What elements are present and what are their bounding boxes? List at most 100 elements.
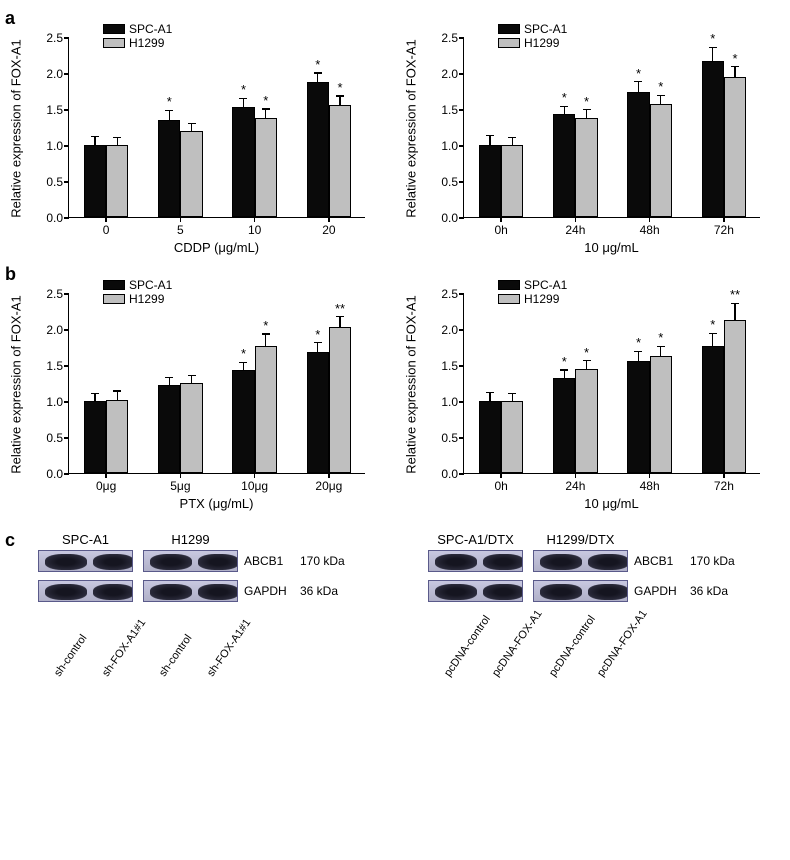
xtick-label: 48h bbox=[640, 473, 660, 493]
legend-swatch bbox=[103, 280, 125, 290]
significance-marker: * bbox=[584, 94, 589, 109]
ytick-label: 2.5 bbox=[441, 31, 464, 45]
bar bbox=[158, 385, 180, 473]
blot-group-title: SPC-A1/DTX bbox=[428, 532, 523, 547]
plot-area: 0.00.51.01.52.02.50h24h**48h**72h** bbox=[463, 38, 760, 218]
significance-marker: * bbox=[636, 335, 641, 350]
bar bbox=[180, 383, 202, 473]
bar bbox=[724, 77, 746, 217]
plot-area: 0.00.51.01.52.02.50μg5μg10μg**20μg*** bbox=[68, 294, 365, 474]
bar bbox=[575, 369, 597, 473]
xtick-label: 24h bbox=[565, 473, 585, 493]
lane-label: pcDNA-control bbox=[547, 613, 598, 678]
lane-label: sh-control bbox=[52, 632, 90, 678]
significance-marker: * bbox=[241, 346, 246, 361]
bar bbox=[724, 320, 746, 473]
lane-label: pcDNA-control bbox=[442, 613, 493, 678]
significance-marker: ** bbox=[730, 287, 740, 302]
xtick-label: 72h bbox=[714, 217, 734, 237]
bar bbox=[501, 145, 523, 217]
legend: SPC-A1H1299 bbox=[498, 278, 567, 306]
xtick-label: 10μg bbox=[241, 473, 268, 493]
legend-swatch bbox=[498, 280, 520, 290]
xtick-label: 5μg bbox=[170, 473, 190, 493]
bar bbox=[501, 401, 523, 473]
bar bbox=[650, 356, 672, 473]
legend-swatch bbox=[103, 24, 125, 34]
blot-band bbox=[428, 550, 523, 572]
legend: SPC-A1H1299 bbox=[498, 22, 567, 50]
x-axis-label: PTX (μg/mL) bbox=[180, 496, 254, 511]
legend-swatch bbox=[103, 38, 125, 48]
blot-band bbox=[38, 550, 133, 572]
blot-group-title: SPC-A1 bbox=[38, 532, 133, 547]
bar bbox=[180, 131, 202, 217]
blot-size-label: 36 kDa bbox=[690, 584, 728, 598]
ytick-label: 1.0 bbox=[441, 139, 464, 153]
ytick-label: 1.0 bbox=[441, 395, 464, 409]
ytick-label: 1.5 bbox=[441, 103, 464, 117]
ytick-label: 0.5 bbox=[441, 431, 464, 445]
ytick-label: 2.0 bbox=[46, 67, 69, 81]
ytick-label: 2.5 bbox=[46, 31, 69, 45]
x-axis-label: CDDP (μg/mL) bbox=[174, 240, 259, 255]
bar bbox=[627, 92, 649, 217]
ytick-label: 0.0 bbox=[441, 211, 464, 225]
bar bbox=[255, 346, 277, 473]
bar bbox=[307, 352, 329, 473]
ytick-label: 2.0 bbox=[46, 323, 69, 337]
bar bbox=[553, 378, 575, 473]
plot-area: 0.00.51.01.52.02.50h24h**48h**72h*** bbox=[463, 294, 760, 474]
xtick-label: 5 bbox=[177, 217, 184, 237]
bar bbox=[307, 82, 329, 217]
ytick-label: 1.0 bbox=[46, 139, 69, 153]
xtick-label: 20 bbox=[322, 217, 335, 237]
blot-row-label: GAPDH bbox=[244, 584, 287, 598]
row-b: b 0.00.51.01.52.02.50μg5μg10μg**20μg***R… bbox=[10, 276, 780, 514]
legend-swatch bbox=[103, 294, 125, 304]
legend-swatch bbox=[498, 294, 520, 304]
blot-size-label: 36 kDa bbox=[300, 584, 338, 598]
blot-row-label: ABCB1 bbox=[244, 554, 283, 568]
x-axis-label: 10 μg/mL bbox=[584, 496, 638, 511]
ytick-label: 0.5 bbox=[441, 175, 464, 189]
chart-b1-wrap: b 0.00.51.01.52.02.50μg5μg10μg**20μg***R… bbox=[10, 276, 375, 514]
lane-label: sh-FOX-A1#1 bbox=[205, 617, 253, 679]
chart: 0.00.51.01.52.02.50μg5μg10μg**20μg***Rel… bbox=[10, 276, 375, 514]
ytick-label: 0.5 bbox=[46, 431, 69, 445]
blot-group-title: H1299/DTX bbox=[533, 532, 628, 547]
blot-band bbox=[143, 580, 238, 602]
blot-band bbox=[143, 550, 238, 572]
significance-marker: * bbox=[263, 93, 268, 108]
chart-a2-wrap: 0.00.51.01.52.02.50h24h**48h**72h**Relat… bbox=[405, 20, 770, 258]
significance-marker: * bbox=[315, 327, 320, 342]
ytick-label: 0.0 bbox=[441, 467, 464, 481]
significance-marker: * bbox=[562, 354, 567, 369]
blot-right-cluster: SPC-A1/DTX pcDNA-controlpcDNA-FOX-A1 H1299… bbox=[400, 532, 780, 832]
bar bbox=[158, 120, 180, 217]
lane-label: pcDNA-FOX-A1 bbox=[490, 608, 545, 679]
blot-band bbox=[533, 550, 628, 572]
ytick-label: 0.5 bbox=[46, 175, 69, 189]
bar bbox=[479, 401, 501, 473]
ytick-label: 1.5 bbox=[46, 103, 69, 117]
bar bbox=[329, 105, 351, 217]
significance-marker: * bbox=[562, 90, 567, 105]
xtick-label: 0h bbox=[494, 473, 507, 493]
significance-marker: * bbox=[636, 66, 641, 81]
blot-size-label: 170 kDa bbox=[300, 554, 345, 568]
bar bbox=[479, 145, 501, 217]
lane-label: sh-FOX-A1#1 bbox=[100, 617, 148, 679]
ytick-label: 2.0 bbox=[441, 323, 464, 337]
xtick-label: 24h bbox=[565, 217, 585, 237]
bar bbox=[575, 118, 597, 217]
significance-marker: * bbox=[241, 82, 246, 97]
blot-group-title: H1299 bbox=[143, 532, 238, 547]
xtick-label: 48h bbox=[640, 217, 660, 237]
ytick-label: 1.5 bbox=[46, 359, 69, 373]
ytick-label: 1.0 bbox=[46, 395, 69, 409]
bar bbox=[329, 327, 351, 473]
ytick-label: 2.5 bbox=[46, 287, 69, 301]
legend-label: H1299 bbox=[129, 36, 164, 50]
bar bbox=[627, 361, 649, 473]
